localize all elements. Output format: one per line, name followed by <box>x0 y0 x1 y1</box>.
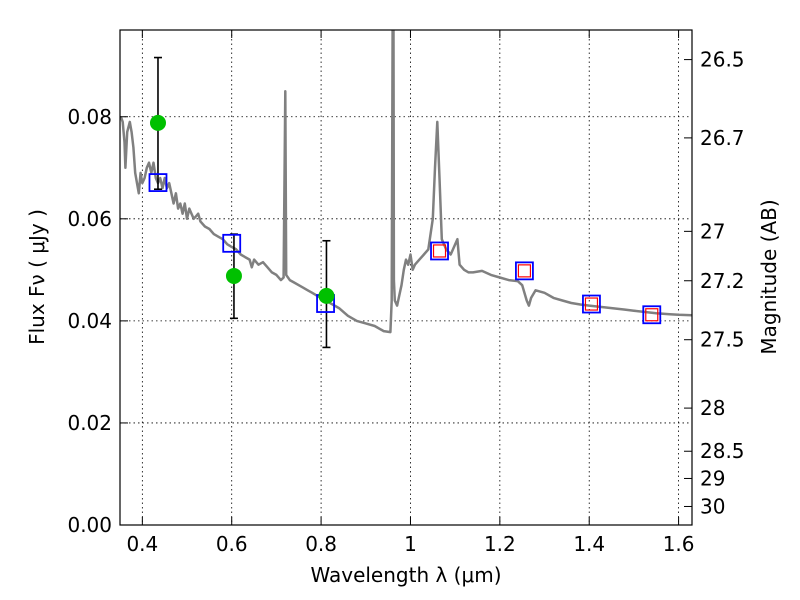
plot-frame <box>119 29 693 526</box>
model-phot-square <box>515 261 534 281</box>
model-phot-square <box>148 173 168 192</box>
right-axis-label: Magnitude (AB) <box>757 199 781 354</box>
data-layer <box>120 30 692 349</box>
right-tick-label: 29 <box>700 466 725 490</box>
x-tick-label: 1.6 <box>663 532 695 556</box>
model-phot-inner-square <box>645 308 659 322</box>
model-phot-inner-square <box>517 264 532 278</box>
y-tick-label: 0.08 <box>67 105 112 129</box>
ticks: 0.4 0.6 0.8 1 1.2 1.4 1.6 0.00 0.02 0.04 0.06 0.08 2… <box>67 30 745 556</box>
y-tick-label: 0.00 <box>67 513 112 537</box>
model-phot-square <box>222 233 242 253</box>
right-tick-label: 27.5 <box>700 328 745 352</box>
right-tick-label: 28 <box>700 396 725 420</box>
x-axis-label: Wavelength λ (μm) <box>310 563 501 587</box>
right-tick-label: 30 <box>700 494 725 518</box>
model-phot-square <box>642 305 662 325</box>
right-tick-label: 27.2 <box>700 269 745 293</box>
x-tick-label: 0.6 <box>216 532 248 556</box>
observed-point <box>149 114 166 131</box>
observed-point <box>225 267 242 284</box>
right-tick-label: 26.5 <box>700 48 745 72</box>
model-phot-inner-square <box>432 244 447 258</box>
model-phot-square <box>430 241 449 261</box>
x-tick-label: 0.8 <box>305 532 337 556</box>
y-tick-label: 0.02 <box>67 411 112 435</box>
model-phot-square <box>582 294 601 314</box>
grid <box>120 30 692 526</box>
right-tick-label: 26.7 <box>700 126 745 150</box>
right-tick-label: 27 <box>700 219 725 243</box>
x-tick-label: 1.4 <box>573 532 605 556</box>
y-tick-label: 0.06 <box>67 207 112 231</box>
model-sed-line <box>120 30 692 334</box>
y-axis-label: Flux Fν ( μJy ) <box>25 209 49 345</box>
x-tick-label: 0.4 <box>126 532 158 556</box>
observed-point <box>318 287 335 304</box>
y-tick-label: 0.04 <box>67 309 112 333</box>
x-tick-label: 1 <box>404 532 417 556</box>
x-tick-label: 1.2 <box>484 532 516 556</box>
model-phot-inner-square <box>584 297 599 311</box>
right-tick-label: 28.5 <box>700 439 745 463</box>
